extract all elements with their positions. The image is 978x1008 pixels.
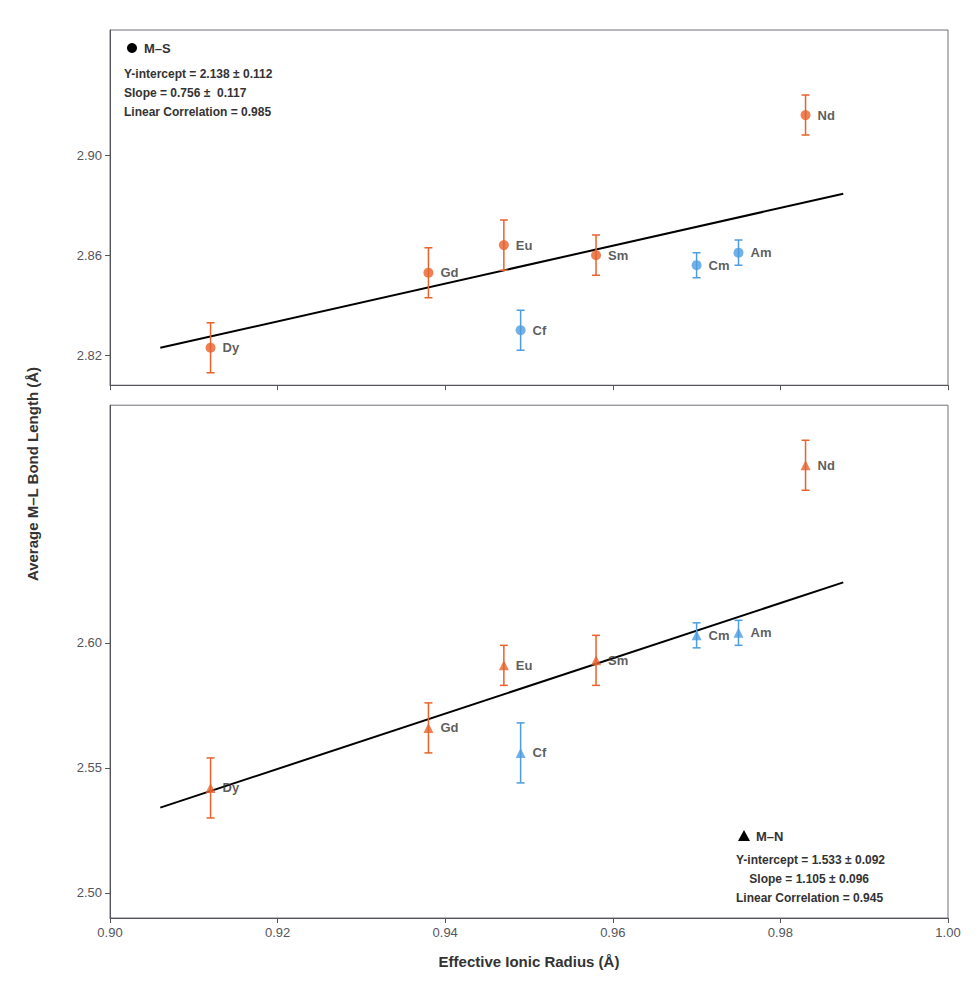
svg-text:Slope = 0.756 ± 0.117: Slope = 0.756 ± 0.117 bbox=[124, 86, 247, 100]
svg-text:Y-intercept = 2.138 ± 0.112: Y-intercept = 2.138 ± 0.112 bbox=[124, 67, 273, 81]
svg-text:Cm: Cm bbox=[709, 258, 730, 273]
svg-text:Am: Am bbox=[751, 245, 772, 260]
svg-text:2.90: 2.90 bbox=[77, 148, 102, 163]
svg-text:Dy: Dy bbox=[223, 780, 240, 795]
svg-text:Sm: Sm bbox=[608, 653, 628, 668]
svg-text:0.94: 0.94 bbox=[433, 925, 458, 940]
svg-text:Slope = 1.105 ± 0.096: Slope = 1.105 ± 0.096 bbox=[736, 872, 869, 886]
svg-text:2.55: 2.55 bbox=[77, 760, 102, 775]
svg-text:Effective Ionic Radius (Å): Effective Ionic Radius (Å) bbox=[439, 953, 620, 970]
svg-text:Average M–L Bond Length (Å): Average M–L Bond Length (Å) bbox=[24, 367, 41, 581]
svg-text:Cf: Cf bbox=[533, 745, 547, 760]
svg-text:Gd: Gd bbox=[440, 720, 458, 735]
svg-text:Cf: Cf bbox=[533, 323, 547, 338]
svg-text:0.90: 0.90 bbox=[97, 925, 122, 940]
svg-text:Linear Correlation = 0.945: Linear Correlation = 0.945 bbox=[736, 891, 883, 905]
svg-text:Gd: Gd bbox=[440, 265, 458, 280]
svg-text:0.92: 0.92 bbox=[265, 925, 290, 940]
svg-text:2.60: 2.60 bbox=[77, 635, 102, 650]
svg-text:M–S: M–S bbox=[144, 41, 171, 56]
svg-text:2.82: 2.82 bbox=[77, 348, 102, 363]
svg-text:M–N: M–N bbox=[756, 829, 783, 844]
svg-text:Linear Correlation = 0.985: Linear Correlation = 0.985 bbox=[124, 105, 271, 119]
svg-text:0.98: 0.98 bbox=[768, 925, 793, 940]
svg-text:2.86: 2.86 bbox=[77, 248, 102, 263]
svg-text:Cm: Cm bbox=[709, 628, 730, 643]
svg-text:Y-intercept = 1.533 ± 0.092: Y-intercept = 1.533 ± 0.092 bbox=[736, 853, 885, 867]
svg-text:2.50: 2.50 bbox=[77, 885, 102, 900]
svg-text:0.96: 0.96 bbox=[600, 925, 625, 940]
svg-text:Eu: Eu bbox=[516, 238, 533, 253]
svg-text:Sm: Sm bbox=[608, 248, 628, 263]
svg-text:Dy: Dy bbox=[223, 340, 240, 355]
svg-text:Nd: Nd bbox=[818, 108, 835, 123]
svg-text:1.00: 1.00 bbox=[935, 925, 960, 940]
svg-text:Eu: Eu bbox=[516, 658, 533, 673]
svg-text:Nd: Nd bbox=[818, 458, 835, 473]
svg-text:Am: Am bbox=[751, 625, 772, 640]
